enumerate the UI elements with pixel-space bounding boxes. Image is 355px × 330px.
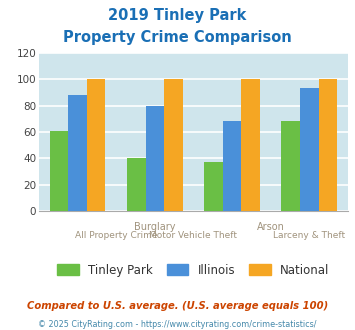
- Bar: [50, 131, 69, 211]
- Text: Burglary: Burglary: [134, 222, 176, 232]
- Bar: [146, 106, 164, 211]
- Text: Arson: Arson: [257, 222, 285, 232]
- Bar: [204, 162, 223, 211]
- Text: Motor Vehicle Theft: Motor Vehicle Theft: [149, 231, 237, 240]
- Bar: [282, 121, 300, 211]
- Bar: [300, 88, 318, 211]
- Bar: [241, 79, 260, 211]
- Bar: [223, 121, 241, 211]
- Bar: [318, 79, 337, 211]
- Legend: Tinley Park, Illinois, National: Tinley Park, Illinois, National: [53, 259, 334, 281]
- Text: Property Crime Comparison: Property Crime Comparison: [63, 30, 292, 45]
- Bar: [164, 79, 183, 211]
- Text: All Property Crime: All Property Crime: [75, 231, 158, 240]
- Bar: [87, 79, 105, 211]
- Text: Compared to U.S. average. (U.S. average equals 100): Compared to U.S. average. (U.S. average …: [27, 301, 328, 311]
- Bar: [69, 95, 87, 211]
- Text: 2019 Tinley Park: 2019 Tinley Park: [108, 8, 247, 23]
- Bar: [127, 158, 146, 211]
- Text: Larceny & Theft: Larceny & Theft: [273, 231, 345, 240]
- Text: © 2025 CityRating.com - https://www.cityrating.com/crime-statistics/: © 2025 CityRating.com - https://www.city…: [38, 320, 317, 329]
